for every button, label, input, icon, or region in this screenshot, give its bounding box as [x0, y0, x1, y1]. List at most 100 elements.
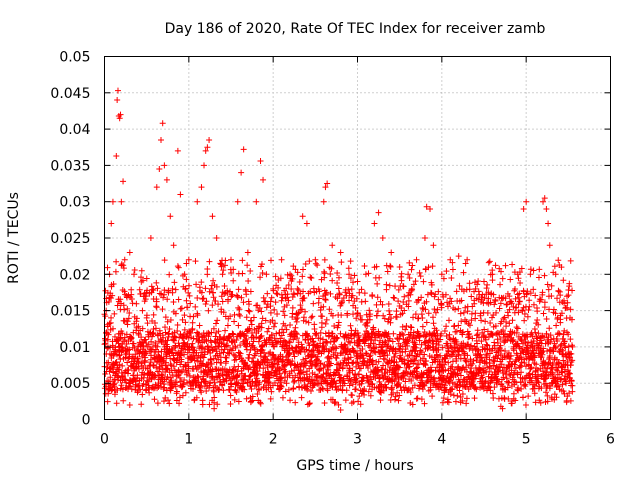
data-point	[399, 349, 406, 356]
data-point	[267, 395, 274, 402]
data-point	[552, 271, 559, 278]
data-point	[494, 355, 501, 362]
data-point	[356, 338, 363, 345]
data-point	[227, 401, 234, 408]
data-point	[524, 349, 531, 356]
data-point	[256, 387, 263, 394]
data-point	[400, 283, 407, 290]
data-point	[427, 289, 434, 296]
data-point	[421, 351, 428, 358]
data-point	[148, 375, 155, 382]
data-point	[335, 319, 342, 326]
data-point	[382, 366, 389, 373]
data-point	[199, 401, 206, 408]
data-point	[406, 351, 413, 358]
data-point	[162, 314, 169, 321]
data-point	[514, 371, 521, 378]
data-point	[544, 392, 551, 399]
y-tick-label: 0.02	[59, 267, 90, 283]
data-point	[104, 264, 111, 271]
data-point	[255, 323, 262, 330]
data-point	[304, 383, 311, 390]
data-point	[454, 392, 461, 399]
data-point	[290, 385, 297, 392]
data-point	[395, 286, 402, 293]
data-point	[242, 372, 249, 379]
data-point	[213, 348, 220, 355]
data-point	[552, 310, 559, 317]
x-tick-label: 2	[269, 432, 278, 448]
data-points	[101, 87, 576, 414]
data-point	[326, 372, 333, 379]
data-point	[182, 319, 189, 326]
data-point	[374, 294, 381, 301]
data-point	[207, 356, 214, 363]
y-tick-label: 0.03	[59, 195, 90, 211]
data-point	[526, 370, 533, 377]
data-point	[561, 366, 568, 373]
data-point	[154, 285, 161, 292]
data-point	[278, 256, 285, 263]
data-point	[358, 298, 365, 305]
data-point	[514, 271, 521, 278]
data-point	[405, 364, 412, 371]
data-point	[190, 335, 197, 342]
data-point	[433, 327, 440, 334]
data-point	[534, 378, 541, 385]
data-point	[119, 386, 126, 393]
data-point	[393, 314, 400, 321]
data-point	[417, 273, 424, 280]
data-point	[324, 387, 331, 394]
data-point	[228, 269, 235, 276]
data-point	[553, 394, 560, 401]
data-point	[475, 278, 482, 285]
data-point	[355, 332, 362, 339]
data-point	[193, 394, 200, 401]
data-point	[499, 405, 506, 412]
data-point	[398, 277, 405, 284]
data-point	[169, 371, 176, 378]
data-point	[425, 264, 432, 271]
data-point	[104, 336, 111, 343]
data-point	[245, 307, 252, 314]
data-point	[465, 341, 472, 348]
data-point	[419, 386, 426, 393]
data-point	[446, 331, 453, 338]
data-point	[234, 368, 241, 375]
data-point	[386, 367, 393, 374]
data-point	[530, 338, 537, 345]
data-point	[116, 115, 123, 122]
data-point	[279, 394, 286, 401]
data-point	[295, 310, 302, 317]
data-point	[374, 280, 381, 287]
data-point	[333, 345, 340, 352]
data-point	[522, 401, 529, 408]
data-point	[370, 326, 377, 333]
data-point	[352, 304, 359, 311]
data-point	[485, 259, 492, 266]
data-point	[495, 367, 502, 374]
data-point	[340, 375, 347, 382]
data-point	[484, 309, 491, 316]
x-tick-label: 5	[522, 432, 531, 448]
data-point	[387, 319, 394, 326]
data-point	[153, 279, 160, 286]
data-point	[414, 395, 421, 402]
y-tick-label: 0.01	[59, 340, 90, 356]
data-point	[508, 367, 515, 374]
data-point	[140, 342, 147, 349]
data-point	[240, 299, 247, 306]
data-point	[175, 340, 182, 347]
data-point	[238, 169, 245, 176]
data-point	[417, 347, 424, 354]
data-point	[247, 373, 254, 380]
data-point	[562, 344, 569, 351]
data-point	[394, 336, 401, 343]
data-point	[131, 266, 138, 273]
data-point	[491, 358, 498, 365]
data-point	[353, 315, 360, 322]
data-point	[514, 340, 521, 347]
data-point	[254, 370, 261, 377]
data-point	[192, 303, 199, 310]
data-point	[203, 338, 210, 345]
